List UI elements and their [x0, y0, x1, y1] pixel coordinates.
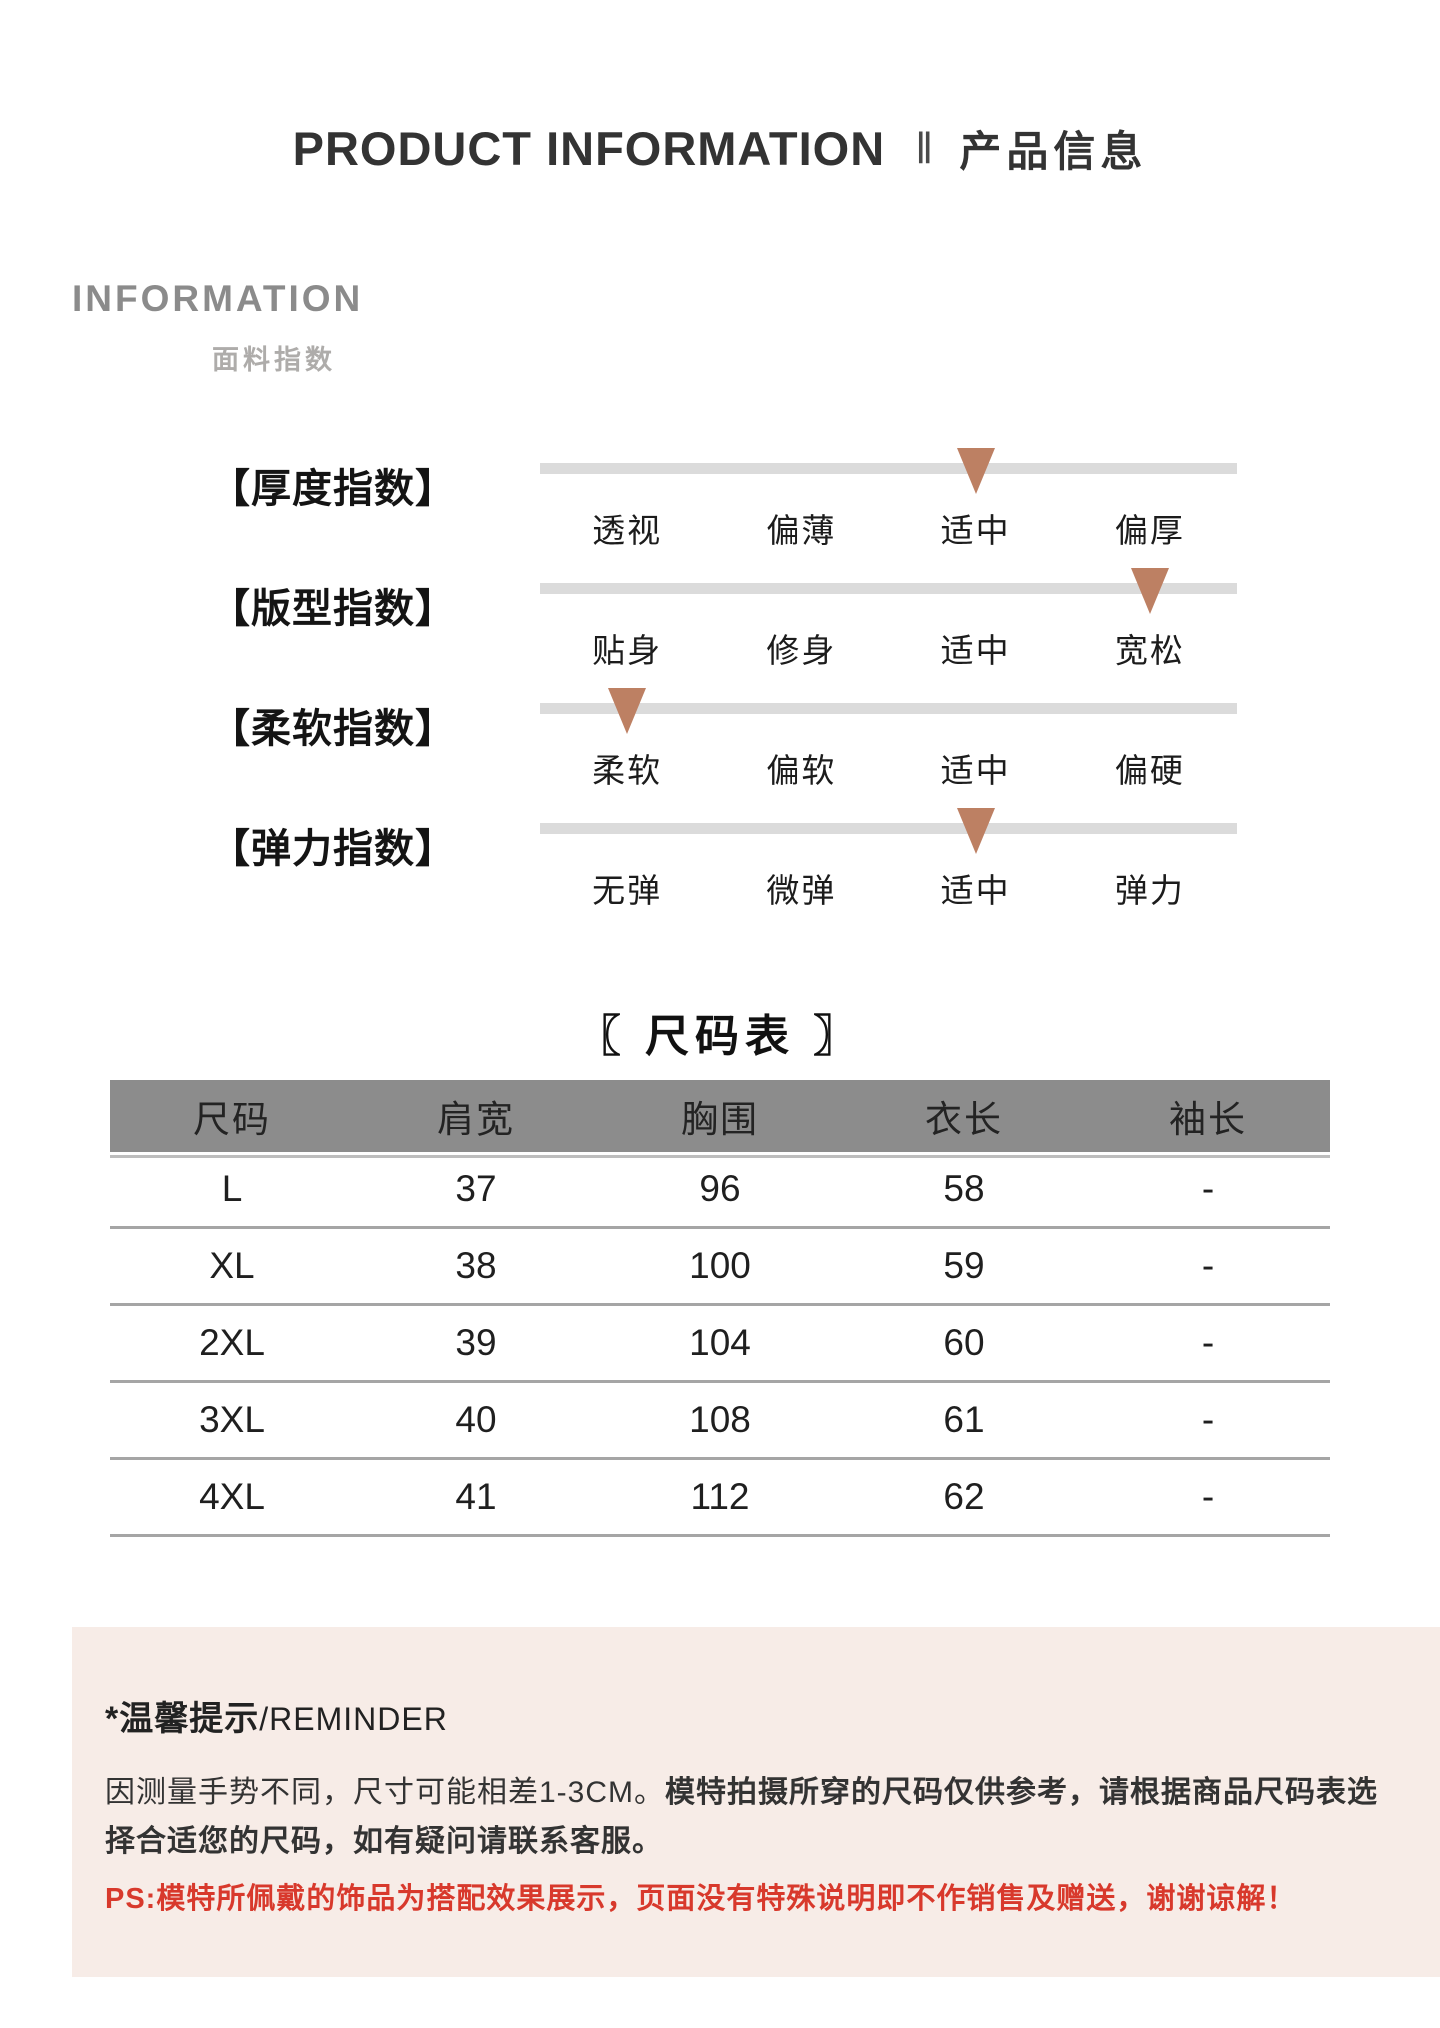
scale-option: 无弹: [592, 872, 663, 909]
scale-option: 微弹: [766, 872, 837, 909]
size-table-title: 〖 尺码表 〗: [576, 1012, 864, 1061]
table-row: 2XL 39 104 60 -: [110, 1306, 1330, 1383]
scale-option: 偏厚: [1114, 512, 1185, 549]
table-cell: 112: [690, 1476, 750, 1517]
scale-marker-icon: [1130, 568, 1169, 614]
scale-option: 适中: [940, 632, 1011, 669]
column-header: 衣长: [925, 1099, 1003, 1140]
reminder-body-text-emphasis: 模特拍摄所穿的尺码仅供参考，请根据商品尺码表选择合适您的尺码，如有疑问请联系客服…: [105, 1776, 1379, 1858]
table-cell: 38: [455, 1245, 497, 1286]
table-cell: L: [221, 1168, 243, 1209]
scale-marker-icon: [956, 448, 995, 494]
scale-option: 适中: [940, 872, 1011, 909]
index-row-elasticity: 【弹力指数】 无弹 微弹 适中 弹力: [0, 800, 1440, 920]
scale-options: 无弹 微弹 适中 弹力: [540, 864, 1237, 912]
reminder-box: *温馨提示/REMINDER 因测量手势不同，尺寸可能相差1-3CM。模特拍摄所…: [72, 1627, 1440, 1977]
index-scale: 无弹 微弹 适中 弹力: [540, 800, 1237, 920]
table-cell: 40: [455, 1399, 497, 1440]
index-scale: 贴身 修身 适中 宽松: [540, 560, 1237, 680]
index-label: 【弹力指数】: [210, 827, 456, 871]
information-heading: INFORMATION: [72, 278, 364, 319]
scale-bar: [540, 463, 1237, 474]
scale-option: 适中: [940, 512, 1011, 549]
reminder-ps-note: PS:模特所佩戴的饰品为搭配效果展示，页面没有特殊说明即不作销售及赠送，谢谢谅解…: [105, 1883, 1297, 1915]
page-title: PRODUCT INFORMATION ‖ 产品信息: [0, 118, 1440, 179]
index-label: 【柔软指数】: [210, 707, 456, 751]
table-cell: 100: [689, 1245, 751, 1286]
scale-option: 贴身: [592, 632, 663, 669]
scale-bar: [540, 823, 1237, 834]
table-cell: 61: [943, 1399, 985, 1440]
table-cell: 108: [689, 1399, 751, 1440]
table-cell: 96: [699, 1168, 741, 1209]
table-cell: -: [1201, 1399, 1215, 1440]
column-header: 肩宽: [437, 1099, 515, 1140]
table-cell: 59: [943, 1245, 985, 1286]
table-cell: 4XL: [199, 1476, 265, 1517]
page-title-zh: 产品信息: [959, 128, 1148, 175]
scale-bar: [540, 703, 1237, 714]
size-table-header-row: 尺码 肩宽 胸围 衣长 袖长: [110, 1080, 1330, 1152]
scale-options: 柔软 偏软 适中 偏硬: [540, 744, 1237, 792]
scale-option: 修身: [766, 632, 837, 669]
table-cell: 3XL: [199, 1399, 265, 1440]
scale-options: 透视 偏薄 适中 偏厚: [540, 504, 1237, 552]
table-row: L 37 96 58 -: [110, 1152, 1330, 1229]
fabric-index-list: 【厚度指数】 透视 偏薄 适中 偏厚 【版型指数】 贴身 修身: [0, 440, 1440, 920]
scale-option: 偏软: [766, 752, 837, 789]
fabric-index-subheading: 面料指数: [212, 345, 336, 375]
scale-option: 偏硬: [1114, 752, 1185, 789]
index-scale: 透视 偏薄 适中 偏厚: [540, 440, 1237, 560]
table-cell: -: [1201, 1245, 1215, 1286]
reminder-body: 因测量手势不同，尺寸可能相差1-3CM。模特拍摄所穿的尺码仅供参考，请根据商品尺…: [105, 1769, 1405, 1866]
scale-bar: [540, 583, 1237, 594]
scale-option: 偏薄: [766, 512, 837, 549]
information-section-heading: INFORMATION 面料指数: [72, 278, 363, 377]
column-header: 袖长: [1169, 1099, 1247, 1140]
table-cell: 104: [689, 1322, 751, 1363]
table-cell: 62: [943, 1476, 985, 1517]
reminder-title: *温馨提示/REMINDER: [105, 1691, 448, 1740]
table-cell: -: [1201, 1322, 1215, 1363]
column-header: 胸围: [681, 1099, 759, 1140]
scale-marker-icon: [956, 808, 995, 854]
index-scale: 柔软 偏软 适中 偏硬: [540, 680, 1237, 800]
scale-marker-icon: [608, 688, 647, 734]
scale-option: 适中: [940, 752, 1011, 789]
index-label: 【版型指数】: [210, 587, 456, 631]
table-cell: 39: [455, 1322, 497, 1363]
table-cell: 58: [943, 1168, 985, 1209]
scale-option: 柔软: [592, 752, 663, 789]
index-row-fit: 【版型指数】 贴身 修身 适中 宽松: [0, 560, 1440, 680]
index-label: 【厚度指数】: [210, 467, 456, 511]
index-row-thickness: 【厚度指数】 透视 偏薄 适中 偏厚: [0, 440, 1440, 560]
table-cell: 41: [455, 1476, 497, 1517]
table-cell: -: [1201, 1476, 1215, 1517]
column-header: 尺码: [193, 1099, 271, 1140]
table-cell: 60: [943, 1322, 985, 1363]
index-row-softness: 【柔软指数】 柔软 偏软 适中 偏硬: [0, 680, 1440, 800]
page-title-en: PRODUCT INFORMATION: [292, 122, 886, 175]
size-table: 尺码 肩宽 胸围 衣长 袖长 L 37 96 58 - XL 38 100 59…: [110, 1080, 1330, 1537]
table-row: 4XL 41 112 62 -: [110, 1460, 1330, 1537]
table-cell: 37: [455, 1168, 497, 1209]
scale-option: 宽松: [1114, 632, 1185, 669]
table-cell: 2XL: [199, 1322, 265, 1363]
reminder-title-en: /REMINDER: [259, 1701, 448, 1737]
table-row: XL 38 100 59 -: [110, 1229, 1330, 1306]
scale-options: 贴身 修身 适中 宽松: [540, 624, 1237, 672]
title-separator: ‖: [915, 123, 934, 173]
reminder-title-zh: *温馨提示: [105, 1700, 260, 1738]
scale-option: 透视: [592, 512, 663, 549]
table-cell: -: [1201, 1168, 1215, 1209]
scale-option: 弹力: [1114, 872, 1185, 909]
reminder-body-text: 因测量手势不同，尺寸可能相差1-3CM。: [105, 1776, 666, 1809]
table-row: 3XL 40 108 61 -: [110, 1383, 1330, 1460]
table-cell: XL: [209, 1245, 255, 1286]
